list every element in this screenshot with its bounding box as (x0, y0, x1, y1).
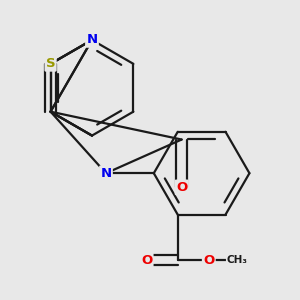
Text: N: N (100, 167, 112, 180)
Text: N: N (86, 33, 98, 46)
Text: O: O (176, 181, 187, 194)
Text: CH₃: CH₃ (227, 255, 248, 265)
Text: S: S (46, 57, 56, 70)
Text: O: O (203, 254, 214, 267)
Text: O: O (141, 254, 152, 267)
